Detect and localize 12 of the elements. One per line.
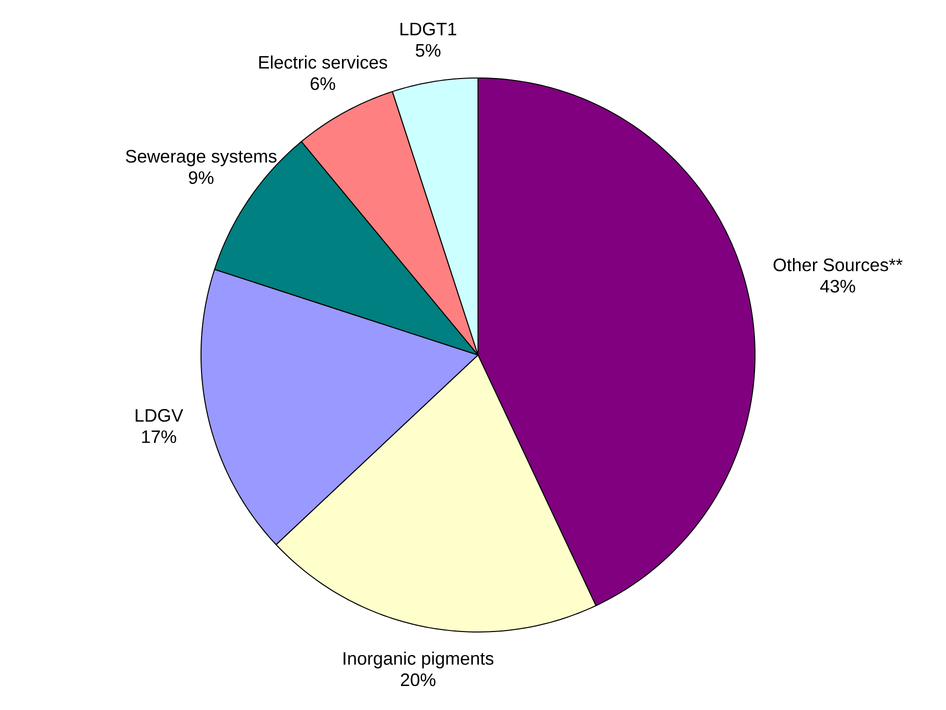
data-label: 9% (188, 171, 214, 184)
data-label: 43% (820, 280, 856, 293)
slice-label: LDGT1 (400, 22, 456, 36)
data-label: 6% (310, 77, 336, 90)
slice-label: Sewerage systems (126, 150, 276, 166)
slice-label: Other Sources** (774, 258, 902, 272)
data-label: 5% (416, 44, 440, 57)
slice-label: LDGV (136, 409, 184, 422)
data-label: 20% (400, 673, 436, 686)
slice-label: Electric services (259, 55, 388, 69)
slice-label: Inorganic pigments (344, 652, 494, 668)
data-label: 17% (142, 430, 176, 444)
